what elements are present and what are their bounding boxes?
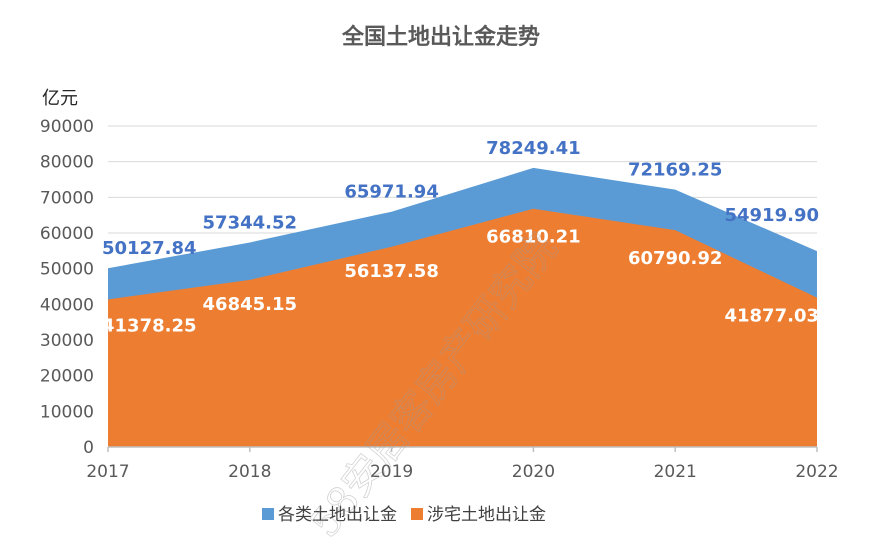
legend-entry: 各类土地出让金 xyxy=(278,505,397,525)
data-label-total: 72169.25 xyxy=(628,160,723,181)
legend-swatch xyxy=(411,508,423,520)
data-label-residential: 60790.92 xyxy=(628,248,723,269)
x-tick-label: 2022 xyxy=(795,462,838,482)
data-label-residential: 41378.25 xyxy=(102,315,197,336)
data-label-total: 78249.41 xyxy=(486,138,581,159)
legend: 各类土地出让金 涉宅土地出让金 xyxy=(262,505,546,525)
data-label-residential: 41877.03 xyxy=(724,306,819,327)
x-tick-label: 2020 xyxy=(512,462,555,482)
y-tick-label: 30000 xyxy=(40,331,94,351)
data-label-residential: 46845.15 xyxy=(203,294,298,315)
y-axis-unit: 亿元 xyxy=(42,88,78,109)
y-tick-label: 70000 xyxy=(40,188,94,208)
axes: 0 10000 20000 30000 40000 50000 60000 70000 8000… xyxy=(40,117,839,482)
data-label-total: 50127.84 xyxy=(102,238,197,259)
chart-title: 全国土地出让金走势 xyxy=(341,24,540,50)
y-tick-label: 80000 xyxy=(40,153,94,173)
data-label-residential: 66810.21 xyxy=(486,227,581,248)
y-tick-label: 90000 xyxy=(40,117,94,137)
data-labels: 50127.84 57344.52 65971.94 78249.41 72169.25… xyxy=(102,138,819,337)
data-label-total: 57344.52 xyxy=(203,212,298,233)
y-tick-label: 60000 xyxy=(40,224,94,244)
area-residential xyxy=(108,208,817,447)
data-label-residential: 56137.58 xyxy=(344,261,439,282)
x-tick-label: 2019 xyxy=(370,462,413,482)
y-tick-label: 40000 xyxy=(40,295,94,315)
y-tick-label: 20000 xyxy=(40,367,94,387)
data-label-total: 54919.90 xyxy=(724,205,819,226)
x-tick-label: 2018 xyxy=(228,462,271,482)
data-label-total: 65971.94 xyxy=(344,182,439,203)
area-series xyxy=(108,167,817,447)
y-tick-label: 10000 xyxy=(40,402,94,422)
x-tick-label: 2017 xyxy=(86,462,129,482)
y-tick-label: 50000 xyxy=(40,260,94,280)
x-tick-label: 2021 xyxy=(654,462,697,482)
y-tick-label: 0 xyxy=(83,438,94,458)
legend-swatch xyxy=(262,508,274,520)
legend-entry: 涉宅土地出让金 xyxy=(427,505,546,525)
